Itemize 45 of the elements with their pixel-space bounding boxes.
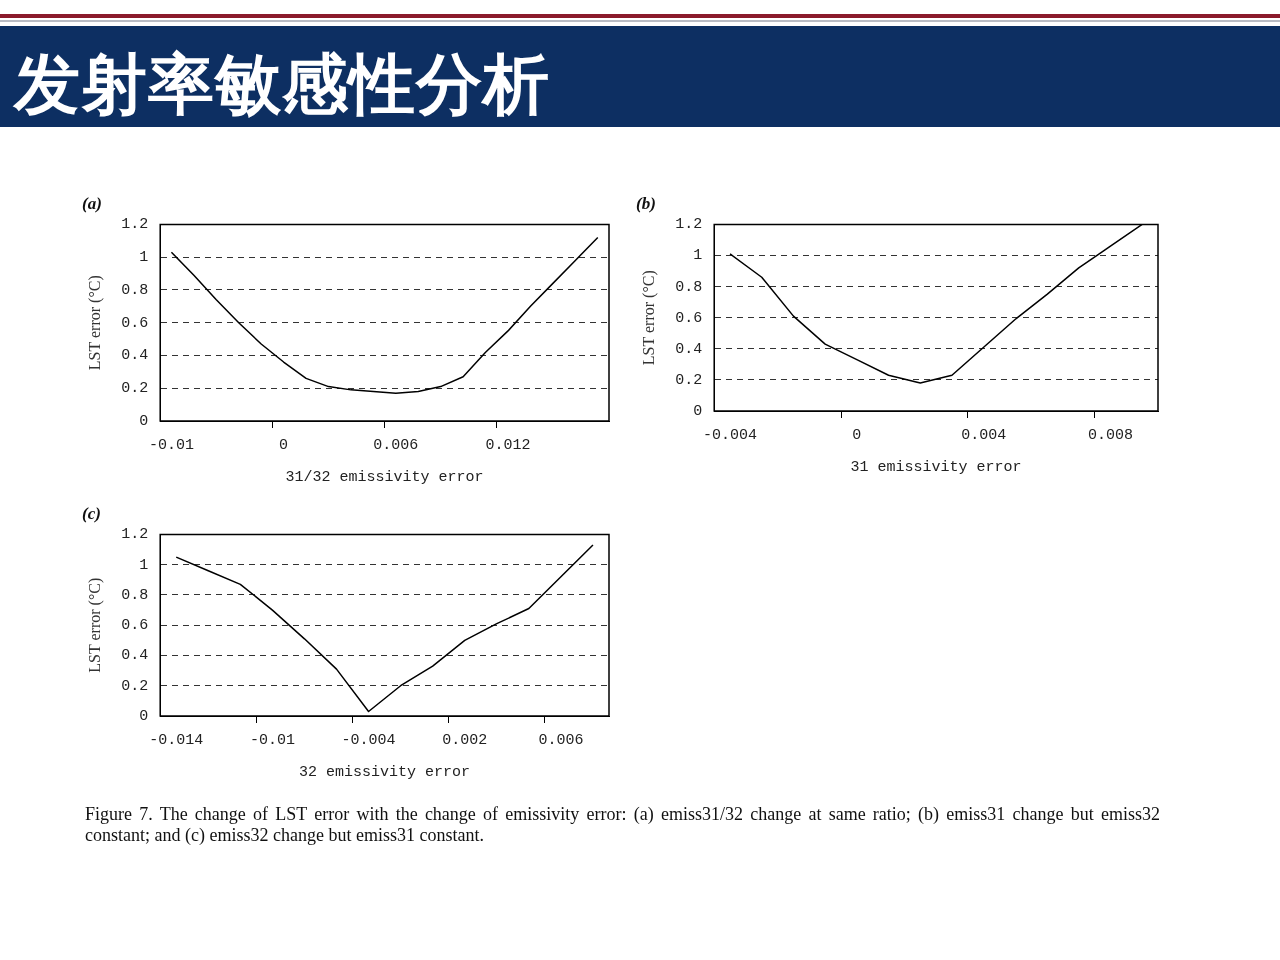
x-axis-title: 31 emissivity error	[850, 458, 1022, 476]
y-tick-label: 0.2	[121, 380, 149, 398]
y-tick-label: 0.2	[121, 677, 149, 695]
chart-title: (a)	[82, 193, 102, 213]
y-tick-label: 0.2	[675, 371, 703, 389]
y-tick-label: 0.4	[675, 340, 703, 358]
y-tick-label: 1	[693, 247, 703, 265]
x-tick-label: 0.002	[442, 731, 488, 749]
x-tick-label: 0.012	[485, 436, 531, 454]
y-tick-label: 0.8	[121, 586, 149, 604]
y-axis-title: LST error (°C)	[85, 275, 104, 371]
y-tick-label: 1.2	[675, 216, 703, 234]
y-tick-label: 0.6	[121, 617, 149, 635]
y-tick-label: 0.8	[675, 278, 703, 296]
y-tick-label: 1	[139, 249, 149, 267]
y-tick-label: 0	[139, 707, 149, 725]
y-tick-label: 0.8	[121, 281, 149, 299]
text: 发射率敏感性分析	[14, 45, 550, 125]
y-tick-label: 0.6	[121, 314, 149, 332]
y-axis-title: LST error (°C)	[639, 270, 658, 366]
y-tick-label: 1.2	[121, 216, 149, 234]
x-tick-label: 0	[279, 436, 289, 454]
x-tick-label: 0.004	[961, 426, 1007, 444]
caption: Figure 7. The change of LST error with the change of emissivity error: (a) emiss31/32 change at same ratio; (b) emiss31 change but emiss32 constant; and (c) emiss32 change but emiss31 constant.	[85, 804, 1160, 846]
y-tick-label: 0.4	[121, 347, 149, 365]
x-tick-label: -0.01	[148, 436, 194, 454]
x-tick-label: -0.004	[341, 731, 396, 749]
y-tick-label: 0.4	[121, 647, 149, 665]
x-tick-label: 0.006	[373, 436, 419, 454]
y-tick-label: 1.2	[121, 526, 149, 544]
x-tick-label: 0	[852, 426, 862, 444]
x-tick-label: -0.004	[703, 426, 758, 444]
y-tick-label: 0	[139, 412, 149, 430]
chart-title: (c)	[82, 503, 101, 523]
chart-title: (b)	[636, 193, 656, 213]
x-tick-label: -0.01	[249, 731, 295, 749]
y-axis-title: LST error (°C)	[85, 577, 104, 673]
x-tick-label: 0.008	[1087, 426, 1133, 444]
x-axis-title: 31/32 emissivity error	[285, 468, 484, 486]
y-tick-label: 1	[139, 556, 149, 574]
x-tick-label: -0.014	[149, 731, 204, 749]
x-axis-title: 32 emissivity error	[299, 763, 471, 781]
y-tick-label: 0	[693, 402, 703, 420]
x-tick-label: 0.006	[538, 731, 584, 749]
y-tick-label: 0.6	[675, 309, 703, 327]
